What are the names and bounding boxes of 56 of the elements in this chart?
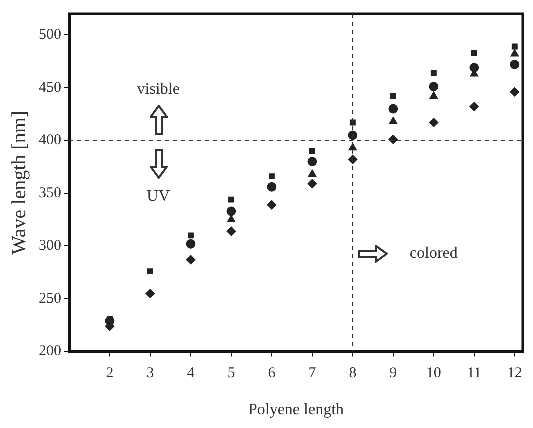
x-tick-label: 2	[106, 366, 114, 382]
x-tick-label: 10	[426, 366, 442, 382]
point	[348, 143, 358, 151]
point	[350, 120, 356, 126]
y-tick-label: 400	[39, 132, 62, 149]
point	[510, 60, 520, 70]
point	[390, 93, 396, 100]
x-axis-title: Polyene length	[248, 402, 344, 419]
point	[429, 82, 439, 92]
annotation: UV	[147, 188, 171, 205]
point	[308, 170, 317, 178]
x-tick-label: 6	[268, 366, 276, 382]
point	[471, 50, 478, 56]
y-tick-label: 200	[39, 344, 62, 360]
point	[308, 157, 318, 166]
annotation: colored	[410, 244, 458, 262]
x-tick-label: 8	[349, 366, 357, 382]
point	[308, 179, 318, 189]
x-tick-label: 5	[228, 366, 236, 382]
annotation: visible	[137, 81, 180, 98]
point	[228, 196, 234, 203]
point	[430, 92, 438, 99]
y-tick-label: 500	[39, 27, 62, 44]
point	[388, 104, 398, 114]
point	[226, 226, 236, 236]
point	[226, 206, 236, 216]
x-tick-label: 9	[390, 366, 398, 382]
x-tick-label: 11	[467, 366, 482, 382]
point	[510, 87, 520, 97]
point	[470, 102, 480, 112]
y-tick-label: 250	[39, 290, 62, 307]
x-tick-label: 7	[308, 366, 317, 382]
point	[512, 44, 518, 50]
point	[429, 118, 439, 128]
point	[510, 49, 520, 57]
point	[227, 215, 236, 222]
point	[348, 130, 358, 140]
point	[389, 116, 398, 124]
point	[146, 289, 156, 298]
point	[186, 255, 196, 265]
point	[186, 239, 196, 249]
point	[267, 182, 277, 192]
point	[267, 200, 277, 210]
y-axis-title: Wave length [nm]	[8, 110, 30, 255]
x-tick-label: 12	[507, 366, 522, 382]
point	[268, 174, 275, 180]
y-tick-label: 450	[39, 80, 62, 96]
point	[430, 70, 437, 76]
point	[309, 148, 316, 154]
point	[148, 268, 154, 275]
point	[470, 63, 480, 73]
x-tick-label: 4	[187, 366, 196, 382]
x-tick-label: 3	[146, 366, 154, 382]
y-tick-label: 300	[39, 238, 62, 254]
y-tick-label: 350	[39, 185, 62, 202]
point	[188, 232, 194, 239]
